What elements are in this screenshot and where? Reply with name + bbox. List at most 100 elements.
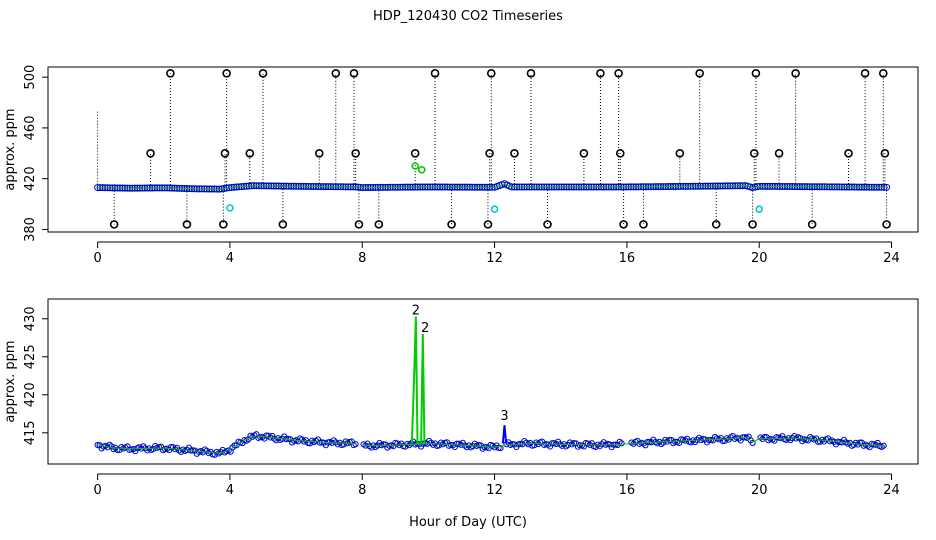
chart-title: HDP_120430 CO2 Timeseries [373, 9, 563, 24]
data-point [761, 434, 768, 441]
data-point [576, 442, 584, 449]
spike-marker [614, 69, 623, 78]
data-point [265, 432, 272, 439]
spike-marker [526, 69, 536, 78]
spike-marker [639, 220, 648, 229]
spike-marker [844, 149, 853, 158]
spike-marker [374, 220, 384, 229]
spike-marker [146, 149, 155, 158]
spike-marker [510, 149, 519, 158]
data-point [165, 446, 173, 454]
spike-marker [485, 149, 494, 158]
baseline-line [97, 183, 885, 190]
spike-marker [749, 149, 759, 158]
y-tick-label: 500 [23, 65, 38, 90]
data-point [169, 444, 177, 451]
spike-marker [596, 69, 605, 78]
x-tick-label: 8 [358, 251, 366, 266]
data-point [566, 439, 574, 446]
spike-marker [222, 69, 231, 78]
data-point [666, 436, 673, 444]
data-point [570, 440, 578, 447]
data-point [640, 440, 647, 447]
spike-blue-line [501, 425, 508, 444]
qc-flag-label: 3 [500, 409, 508, 424]
spike-marker [351, 149, 360, 158]
x-tick-label: 12 [486, 251, 503, 266]
spike-marker [791, 69, 800, 78]
spike-marker [430, 69, 440, 78]
data-point [257, 434, 264, 441]
spike-marker [245, 149, 255, 158]
y-tick-label: 415 [23, 420, 38, 445]
spike-marker [675, 149, 685, 158]
x-tick-label: 20 [751, 483, 768, 498]
spike-marker [695, 69, 704, 78]
x-tick-label: 4 [226, 251, 234, 266]
data-point [261, 435, 268, 442]
data-point [495, 444, 502, 452]
x-tick-label: 8 [358, 483, 366, 498]
spike-marker [314, 149, 324, 158]
spike-green-line [410, 316, 426, 445]
data-point [816, 438, 824, 445]
spike-marker [774, 149, 784, 158]
bottom-panel: 0 4 8 12 16 20 24 415 420 425 430 approx. ppm 22 3 [3, 298, 919, 498]
data-point [144, 447, 151, 454]
spike-marker [410, 149, 420, 158]
x-tick-label: 12 [486, 483, 503, 498]
spike-marker [807, 220, 817, 229]
data-point [497, 445, 504, 452]
spike-marker [447, 220, 456, 229]
qc-flag-label: 2 [421, 321, 429, 336]
spike-marker [278, 220, 288, 229]
data-point [749, 439, 756, 447]
data-point [749, 184, 757, 192]
y-tick-label: 425 [23, 344, 38, 369]
y-axis-title: approx. ppm [3, 340, 18, 422]
spike-marker [258, 69, 268, 78]
spike-marker [878, 69, 888, 78]
data-point [150, 445, 157, 453]
spike-marker [349, 69, 359, 78]
data-point [856, 439, 863, 446]
y-tick-label: 420 [23, 382, 38, 407]
baseline-line [362, 436, 885, 448]
data-point [116, 447, 123, 454]
x-tick-label: 20 [751, 251, 768, 266]
x-axis-title: Hour of Day (UTC) [409, 515, 527, 530]
baseline-line [97, 435, 356, 454]
data-point [549, 440, 556, 447]
spike-marker [486, 69, 496, 78]
top-panel: 0 4 8 12 16 20 24 380 420 460 500 approx. ppm [3, 65, 919, 266]
spike-marker [711, 220, 721, 229]
data-point [352, 441, 359, 448]
x-tick-label: 0 [93, 483, 101, 498]
spike-marker [619, 220, 628, 229]
plot-frame [47, 66, 919, 233]
data-point [596, 443, 603, 450]
x-tick-label: 4 [226, 483, 234, 498]
spike-marker [166, 69, 175, 78]
x-tick-label: 16 [619, 483, 636, 498]
baseline-points [94, 431, 887, 458]
data-point [427, 439, 435, 446]
data-point [453, 440, 460, 447]
spike-marker [579, 149, 589, 158]
data-point [382, 441, 389, 448]
spike-marker [182, 220, 192, 229]
data-point [687, 439, 695, 446]
spike-marker [331, 69, 341, 78]
spike-marker [882, 220, 891, 229]
data-point [406, 442, 413, 449]
spike-marker [543, 220, 552, 229]
spike-marker [220, 149, 230, 158]
spike-marker [748, 220, 757, 229]
spike-marker [219, 220, 228, 229]
cyan-marker [490, 205, 499, 213]
data-point [380, 441, 387, 448]
data-point [614, 441, 621, 449]
cyan-marker [226, 204, 234, 212]
data-point [580, 443, 587, 450]
